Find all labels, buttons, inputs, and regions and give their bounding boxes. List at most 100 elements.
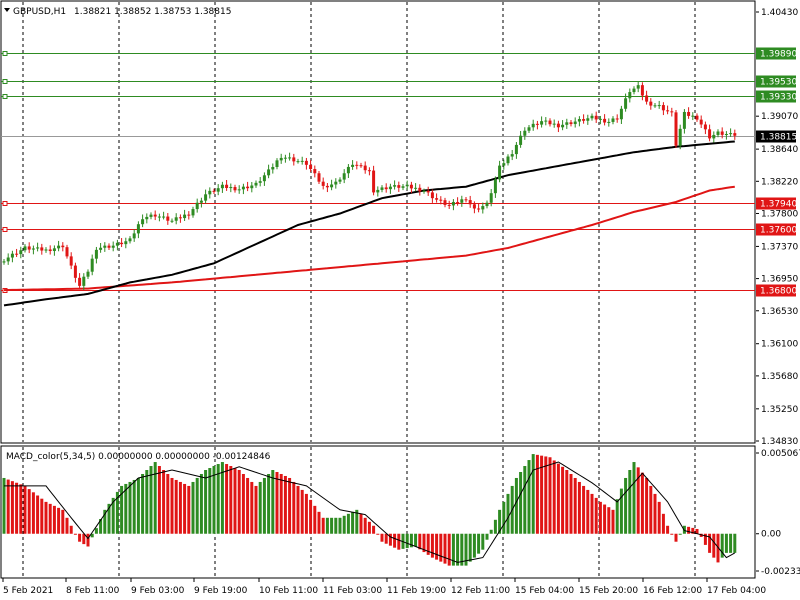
- candle-body: [103, 245, 107, 248]
- macd-bar: [279, 473, 283, 534]
- candle-body: [10, 253, 14, 258]
- level-handle-icon[interactable]: [2, 51, 8, 56]
- candle-body: [225, 184, 229, 189]
- candle-body: [632, 88, 636, 93]
- macd-bar: [439, 533, 443, 562]
- macd-bar: [23, 485, 27, 534]
- candle-body: [199, 200, 203, 203]
- macd-bar: [414, 533, 418, 547]
- level-price-tag: [756, 197, 796, 210]
- candle-body: [330, 184, 334, 188]
- candle-body: [111, 245, 115, 248]
- price-panel[interactable]: [0, 0, 756, 444]
- macd-bar: [69, 525, 73, 534]
- candle-body: [128, 238, 132, 242]
- macd-bar: [666, 525, 670, 534]
- macd-bar: [569, 473, 573, 534]
- macd-bar: [15, 482, 19, 534]
- level-handle-icon[interactable]: [2, 79, 8, 84]
- candle-body: [170, 220, 174, 222]
- level-handle-icon[interactable]: [2, 201, 8, 206]
- macd-bar: [149, 466, 153, 534]
- macd-bar: [477, 533, 481, 554]
- macd-bar: [502, 501, 506, 534]
- macd-bar: [359, 513, 363, 534]
- macd-bar: [372, 525, 376, 534]
- macd-histogram: [2, 454, 737, 566]
- macd-bar: [506, 493, 510, 534]
- time-tick-label: 15 Feb 20:00: [579, 586, 638, 596]
- macd-bar: [233, 468, 237, 534]
- candle-body: [52, 248, 56, 252]
- candle-body: [687, 111, 691, 116]
- candle-body: [254, 182, 258, 186]
- macd-bar: [187, 485, 191, 534]
- candle-body: [2, 261, 6, 263]
- macd-bar: [57, 507, 61, 534]
- level-handle-icon[interactable]: [2, 94, 8, 99]
- price-tick-label: 1.35250: [761, 405, 798, 415]
- candle-body: [99, 247, 103, 250]
- macd-bar: [367, 521, 371, 534]
- candle-body: [61, 245, 65, 248]
- current-price-tag: [756, 130, 796, 143]
- candle-body: [409, 184, 413, 189]
- macd-bar: [611, 509, 615, 534]
- candle-body: [355, 164, 359, 166]
- macd-bar: [288, 477, 292, 534]
- candle-body: [300, 160, 304, 162]
- horizontal-levels[interactable]: 1.39890 1.39530 1.39330 1.37940 1.37600 1.368…: [1, 47, 797, 297]
- macd-bar: [640, 472, 644, 534]
- candle-body: [229, 187, 233, 189]
- candle-body: [678, 128, 682, 146]
- candle-body: [699, 119, 703, 125]
- macd-bar: [703, 533, 707, 545]
- candle-body: [489, 193, 493, 203]
- candle-body: [405, 184, 409, 187]
- candle-body: [19, 250, 23, 255]
- candle-body: [132, 233, 136, 239]
- macd-bar: [132, 479, 136, 534]
- candle-body: [363, 165, 367, 171]
- macd-bar: [489, 529, 493, 534]
- time-axis: 5 Feb 2021 8 Feb 11:00 9 Feb 03:00 9 Feb 19…: [2, 578, 766, 596]
- candle-body: [107, 245, 111, 248]
- collapse-triangle-icon[interactable]: [4, 8, 10, 12]
- candle-body: [162, 216, 166, 218]
- macd-bar: [31, 492, 35, 534]
- macd-bar: [86, 533, 90, 547]
- macd-bar: [183, 483, 187, 534]
- candle-body: [649, 101, 653, 106]
- candle-body: [6, 257, 10, 262]
- macd-bar: [174, 479, 178, 534]
- vertical-grid: [22, 2, 696, 577]
- macd-bar: [527, 460, 531, 534]
- macd-bar: [212, 466, 216, 534]
- level-handle-icon[interactable]: [2, 227, 8, 232]
- macd-signal-line: [4, 461, 736, 563]
- time-tick-label: 16 Feb 12:00: [643, 586, 702, 596]
- macd-bar: [351, 511, 355, 534]
- candle-body: [86, 271, 90, 277]
- macd-bar: [661, 513, 665, 534]
- candle-body: [212, 190, 216, 192]
- macd-bar: [136, 477, 140, 534]
- macd-tick-label: -0.002338: [761, 567, 800, 577]
- candle-body: [519, 135, 523, 145]
- macd-bar: [544, 456, 548, 534]
- macd-bar: [90, 533, 94, 538]
- candle-body: [174, 217, 178, 221]
- macd-bar: [485, 533, 489, 540]
- candle-body: [338, 179, 342, 182]
- level-price-tag: [756, 90, 796, 103]
- candle-body: [271, 167, 275, 170]
- candle-body: [82, 276, 86, 286]
- macd-bar: [535, 454, 539, 534]
- macd-bar: [317, 511, 321, 534]
- candle-body: [586, 118, 590, 121]
- macd-bar: [246, 477, 250, 534]
- macd-bar: [258, 481, 262, 534]
- macd-bar: [393, 533, 397, 548]
- macd-bar: [120, 485, 124, 534]
